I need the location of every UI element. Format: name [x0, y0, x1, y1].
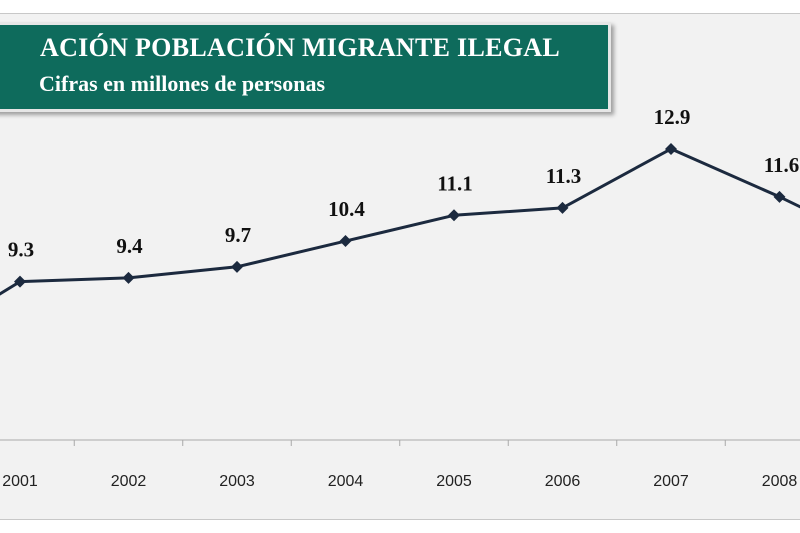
data-label: 11.3: [546, 164, 582, 188]
x-axis-ticks: 2001 2002 2003 2004 2005 2006 2007 2008: [2, 440, 798, 490]
data-point-marker: [448, 209, 460, 222]
data-point-marker: [339, 235, 352, 248]
x-tick-label: 2002: [111, 473, 147, 490]
x-tick-label: 2006: [545, 473, 581, 490]
x-tick-label: 2008: [762, 473, 798, 490]
data-label: 10.4: [328, 197, 365, 221]
data-point-marker: [556, 201, 569, 214]
x-tick-label: 2003: [219, 473, 255, 490]
data-point-marker: [122, 271, 135, 284]
data-label: 11.6: [764, 153, 800, 177]
data-labels: 9.3 9.4 9.7 10.4 11.1 11.3 12.9 11.6: [8, 105, 799, 262]
x-tick-label: 2005: [436, 473, 472, 490]
data-point-marker: [14, 275, 26, 288]
x-tick-label: 2007: [653, 473, 689, 490]
data-point-marker: [773, 190, 786, 203]
series-line-group: [0, 142, 800, 296]
data-label: 9.3: [8, 238, 34, 262]
data-label: 12.9: [654, 105, 691, 129]
x-tick-label: 2001: [2, 473, 38, 490]
series-line: [0, 147, 800, 296]
data-label: 9.4: [116, 234, 143, 258]
data-label: 9.7: [225, 223, 251, 247]
chart-title: ACIÓN POBLACIÓN MIGRANTE ILEGAL: [40, 33, 560, 62]
data-point-marker: [665, 142, 677, 155]
data-label: 11.1: [437, 171, 473, 195]
title-box: ACIÓN POBLACIÓN MIGRANTE ILEGAL Cifras e…: [0, 22, 611, 112]
data-point-marker: [231, 260, 243, 273]
x-tick-label: 2004: [328, 473, 364, 490]
chart-subtitle: Cifras en millones de personas: [39, 71, 325, 96]
